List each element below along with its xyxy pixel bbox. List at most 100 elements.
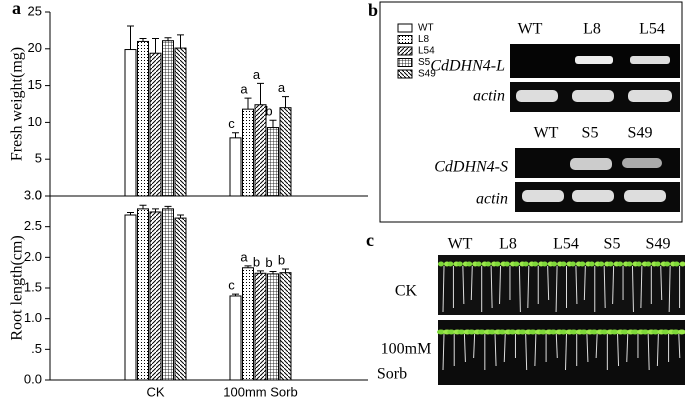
seedling-leaf — [456, 261, 463, 267]
x-tick-label: CK — [146, 384, 164, 399]
photo — [438, 320, 685, 385]
seedling-leaf — [541, 261, 548, 267]
seedling-leaf — [477, 329, 486, 335]
seedling-root — [499, 265, 502, 305]
bar — [229, 137, 242, 197]
seedling-root — [656, 333, 659, 367]
seedling-leaf — [539, 329, 548, 335]
band — [575, 56, 613, 64]
row-label: Sorb — [377, 366, 407, 383]
y-tick-label: 15 — [28, 77, 42, 92]
seedling-root — [442, 333, 445, 371]
error-bar — [127, 25, 134, 50]
error-bar — [269, 270, 277, 274]
panel-label: a — [12, 0, 21, 18]
seedling-leaf — [503, 261, 510, 267]
legend-swatch — [397, 23, 413, 33]
seedling-leaf — [677, 329, 685, 335]
y-tick-label: 3.0 — [24, 187, 42, 202]
seedling-leaf — [579, 329, 588, 335]
seedling-leaf — [447, 261, 454, 267]
seedling-leaf — [590, 329, 599, 335]
error-bar — [152, 37, 159, 54]
error-bar — [152, 208, 159, 212]
seedling-leaf — [600, 329, 609, 335]
panel-frame — [379, 1, 683, 223]
bar — [242, 267, 254, 381]
seedling-leaf — [607, 261, 614, 267]
bar — [254, 272, 267, 381]
panel-label: b — [368, 0, 378, 20]
seedling-leaf — [528, 329, 537, 335]
lane-label: S49 — [628, 125, 653, 142]
error-bar — [269, 119, 277, 128]
seedling-root — [518, 265, 521, 313]
column-label: S5 — [604, 236, 621, 253]
error-bar — [164, 37, 172, 41]
seedling-leaf — [494, 261, 501, 267]
panel-label: c — [366, 230, 374, 250]
bar — [267, 273, 279, 381]
error-bar — [139, 204, 147, 209]
seedling-leaf — [466, 261, 473, 267]
y-tick-label: 2.0 — [24, 249, 42, 264]
y-axis-label: Fresh weight(mg) — [9, 47, 26, 161]
gene-label: actin — [473, 88, 505, 105]
seedling-root — [534, 333, 537, 367]
seedling-leaf — [438, 261, 444, 267]
error-bar — [139, 37, 147, 42]
significance-letter: b — [278, 252, 285, 267]
y-axis-label: Root length(cm) — [9, 235, 26, 340]
seedling-root — [595, 333, 598, 359]
seedling-leaf — [588, 261, 595, 267]
bar — [242, 108, 254, 197]
seedling-leaf — [661, 329, 670, 335]
bar — [149, 211, 162, 381]
seedling-root — [647, 333, 650, 371]
error-bar — [232, 293, 239, 296]
y-tick-label: 1.0 — [24, 310, 42, 325]
bar — [174, 217, 187, 381]
seedling-root — [494, 333, 497, 367]
seedling-leaf — [671, 329, 680, 335]
seedling-leaf — [437, 329, 445, 335]
seedling-leaf — [626, 261, 633, 267]
seedling-leaf — [569, 329, 578, 335]
seedling-leaf — [673, 261, 680, 267]
seedling-leaf — [498, 329, 507, 335]
y-tick-label: 5 — [35, 151, 42, 166]
y-tick-label: 1.5 — [24, 279, 42, 294]
y-tick-label: 20 — [28, 40, 42, 55]
seedling-leaf — [467, 329, 476, 335]
seedling-root — [473, 333, 476, 359]
y-tick-label: 25 — [28, 3, 42, 18]
significance-letter: b — [265, 104, 272, 119]
legend-label: S49 — [418, 69, 436, 80]
bar — [267, 127, 279, 197]
bar — [124, 214, 137, 381]
y-tick-label: 2.5 — [24, 218, 42, 233]
seedling-leaf — [610, 329, 619, 335]
error-bar — [282, 268, 289, 273]
error-bar — [177, 34, 184, 49]
error-bar — [244, 265, 252, 268]
legend-swatch — [397, 58, 413, 67]
significance-letter: b — [253, 254, 260, 269]
bar — [137, 208, 149, 381]
row-label: 100mM — [381, 341, 432, 358]
seedling-root — [490, 265, 493, 309]
band — [624, 190, 666, 202]
y-tick-label: 0.0 — [24, 371, 42, 386]
legend-label: S5 — [418, 57, 431, 68]
seedling-root — [660, 265, 663, 301]
bar — [149, 52, 162, 197]
bar — [137, 40, 149, 197]
seedling-leaf — [579, 261, 586, 267]
seedling-leaf — [679, 261, 685, 267]
bar — [124, 49, 137, 197]
seedling-root — [631, 265, 634, 313]
legend-swatch — [397, 46, 413, 56]
seedling-root — [678, 333, 681, 359]
seedling-leaf — [617, 261, 624, 267]
